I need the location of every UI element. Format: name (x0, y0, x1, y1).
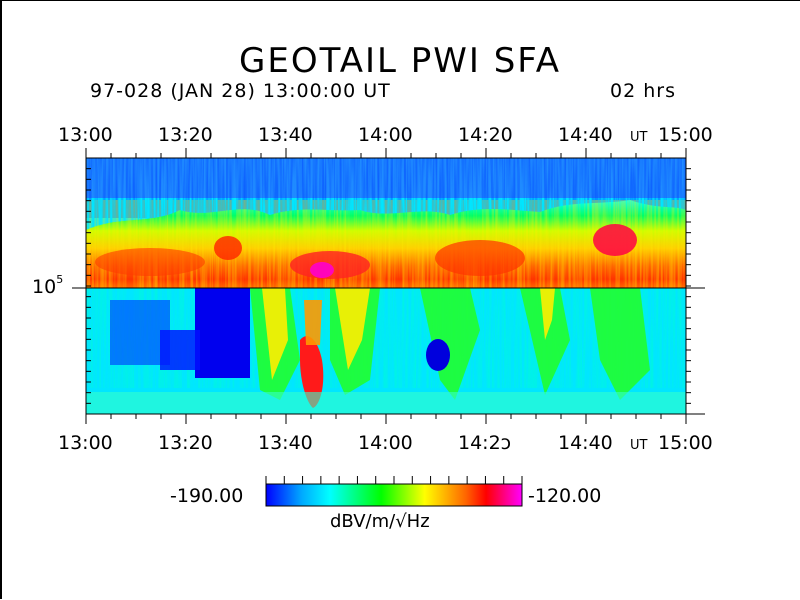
x-tick-label-top: 14:40 (558, 124, 613, 146)
colorbar (265, 483, 523, 507)
y-tick-label: 105 (32, 274, 63, 298)
colorbar-max-label: -120.00 (528, 485, 602, 507)
x-tick-label-bottom: 14:40 (558, 432, 613, 454)
blue-patch (426, 339, 450, 371)
x-unit-label: UT (630, 438, 648, 453)
blue-patch (195, 288, 250, 378)
x-tick-label-bottom: 13:40 (258, 432, 313, 454)
x-tick-label-top: 15:00 (658, 124, 713, 146)
x-tick-label-top: 13:00 (58, 124, 113, 146)
x-tick-label-bottom: 13:20 (158, 432, 213, 454)
hotspot (435, 240, 525, 276)
axis-ticks (85, 148, 691, 424)
chart-subtitle: 97-028 (JAN 28) 13:00:00 UT (90, 80, 391, 102)
orange-burst (304, 300, 322, 345)
band-texture (86, 200, 686, 288)
blue-patch (160, 330, 200, 370)
colorbar-min-label: -190.00 (170, 485, 244, 507)
y-tick-exponent: 5 (56, 273, 64, 286)
x-tick-label-bottom: 14:2ɔ (458, 432, 512, 454)
hotspot (95, 248, 205, 276)
bottom-band (86, 392, 686, 414)
x-tick-label-top: 13:40 (258, 124, 313, 146)
chart-title: GEOTAIL PWI SFA (239, 41, 561, 81)
x-tick-label-bottom: 14:00 (358, 432, 413, 454)
x-tick-label-top: 13:20 (158, 124, 213, 146)
x-tick-label-bottom: 15:00 (658, 432, 713, 454)
x-tick-label-bottom: 13:00 (58, 432, 113, 454)
spectrogram-image (86, 158, 686, 414)
x-tick-label-top: 14:00 (358, 124, 413, 146)
hotspot (310, 262, 334, 278)
y-tick-base: 10 (32, 276, 57, 298)
colorbar-ticks (265, 476, 523, 484)
colorbar-unit-label: dBV/m/√Hz (330, 511, 430, 532)
red-burst (300, 336, 324, 408)
x-tick-label-top: 14:20 (458, 124, 513, 146)
hotspot (214, 236, 242, 260)
hotspot (593, 224, 637, 256)
duration-label: 02 hrs (610, 80, 676, 102)
x-unit-label: UT (630, 130, 648, 145)
